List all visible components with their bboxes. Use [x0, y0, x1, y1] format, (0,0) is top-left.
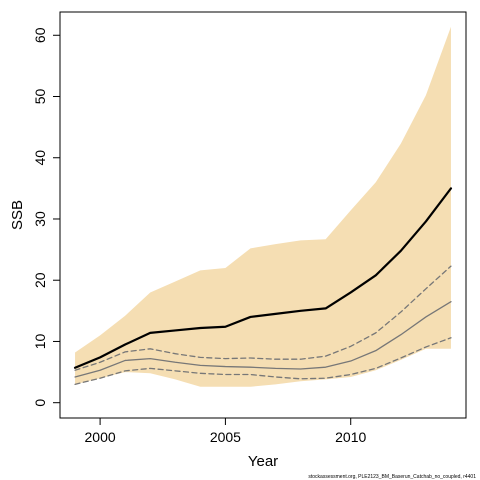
y-tick-label-40: 40	[32, 150, 48, 166]
y-tick-label-20: 20	[32, 272, 48, 288]
y-tick-label-10: 10	[32, 333, 48, 349]
x-tick-label-2005: 2005	[210, 429, 241, 445]
y-tick-label-0: 0	[32, 399, 48, 407]
series-line-2	[74, 265, 452, 371]
plot-area	[73, 26, 453, 387]
series-line-4	[74, 337, 452, 385]
x-tick-label-2010: 2010	[335, 429, 366, 445]
x-axis-title: Year	[248, 453, 278, 470]
footer-credit: stockassessment.org, PLE2123_BM_Baserun_…	[308, 474, 476, 480]
confidence-band	[75, 26, 451, 387]
x-axis: 2000 2005 2010	[85, 417, 366, 445]
y-axis: 0 10 20 30 40 50 60	[32, 27, 61, 407]
series-line-1	[73, 187, 453, 369]
y-tick-label-30: 30	[32, 211, 48, 227]
y-tick-label-50: 50	[32, 89, 48, 105]
y-axis-title: SSB	[9, 200, 26, 230]
x-tick-label-2000: 2000	[85, 429, 116, 445]
y-tick-label-60: 60	[32, 27, 48, 43]
series-line-3	[74, 300, 452, 378]
